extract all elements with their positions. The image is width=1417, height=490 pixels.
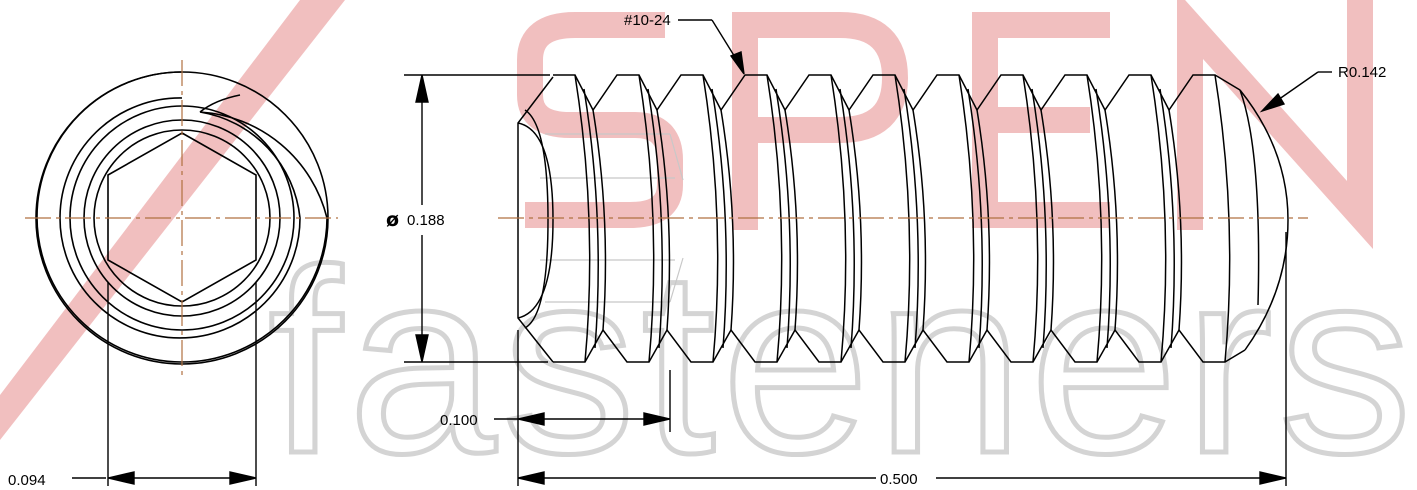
thread-flank-line [1214, 74, 1231, 363]
thread-flank-line [766, 74, 783, 363]
thread-flank-line [958, 74, 975, 363]
thread-flank-line [1086, 74, 1103, 363]
socket-end-face [517, 76, 554, 363]
end-view-spiral [36, 71, 328, 363]
thread-root-line [1040, 109, 1055, 331]
dimension-overall-length [517, 232, 1287, 486]
thread-root-line [848, 109, 863, 331]
hidden-socket-lines [540, 133, 684, 303]
watermark-s-letter [517, 12, 683, 228]
dimension-length-label: 0.500 [880, 471, 918, 488]
thread-inner-flank-line [775, 88, 791, 349]
radius-callout-leader [1259, 71, 1332, 113]
dimension-socket-depth-label: 0.100 [440, 412, 478, 429]
thread-profile [553, 74, 1246, 363]
thread-flank-line [702, 74, 719, 363]
watermark-e-letter [972, 12, 1110, 228]
diameter-symbol: ø [386, 209, 399, 231]
radius-callout-label: R0.142 [1338, 64, 1386, 81]
watermark-fasteners-text: fasteners [268, 215, 1417, 490]
thread-root-line [720, 109, 735, 331]
dimension-diameter-label: 0.188 [407, 212, 445, 229]
thread-inner-flank-line [1095, 88, 1111, 349]
thread-flank-line [574, 74, 591, 363]
rounded-point-inner [1239, 89, 1260, 306]
dimension-hex-width [72, 282, 257, 486]
thread-inner-flank-line [1159, 88, 1175, 349]
thread-inner-flank-line [647, 88, 663, 349]
thread-callout-leader [678, 19, 745, 75]
thread-flank-line [830, 74, 847, 363]
thread-root-line [1104, 109, 1119, 331]
end-view-centerlines [25, 60, 338, 376]
watermark-p-letter [732, 12, 909, 230]
thread-inner-flank-line [711, 88, 727, 349]
end-view-thread-tip [199, 94, 241, 113]
thread-inner-flank-line [967, 88, 983, 349]
thread-flank-line [1150, 74, 1167, 363]
thread-root-line [656, 109, 671, 331]
rounded-point-end [1239, 89, 1289, 351]
thread-flank-line [638, 74, 655, 363]
thread-inner-flank-line [583, 88, 599, 349]
watermark-n-letter [1177, 0, 1373, 250]
thread-root-line [784, 109, 799, 331]
thread-inner-flank-line [1031, 88, 1047, 349]
thread-callout-label: #10-24 [624, 12, 671, 29]
dimension-diameter [404, 74, 550, 363]
thread-root-line [976, 109, 991, 331]
side-view [498, 74, 1308, 363]
thread-inner-flank-line [903, 88, 919, 349]
thread-root-line [912, 109, 927, 331]
thread-inner-flank-line [839, 88, 855, 349]
thread-flank-line [1022, 74, 1039, 363]
dimension-hex-label: 0.094 [8, 472, 46, 489]
thread-flank-line [894, 74, 911, 363]
thread-root-line [592, 109, 607, 331]
watermark-a-stroke [0, 0, 345, 440]
dimension-socket-depth [494, 330, 671, 486]
thread-root-line [1168, 109, 1183, 331]
